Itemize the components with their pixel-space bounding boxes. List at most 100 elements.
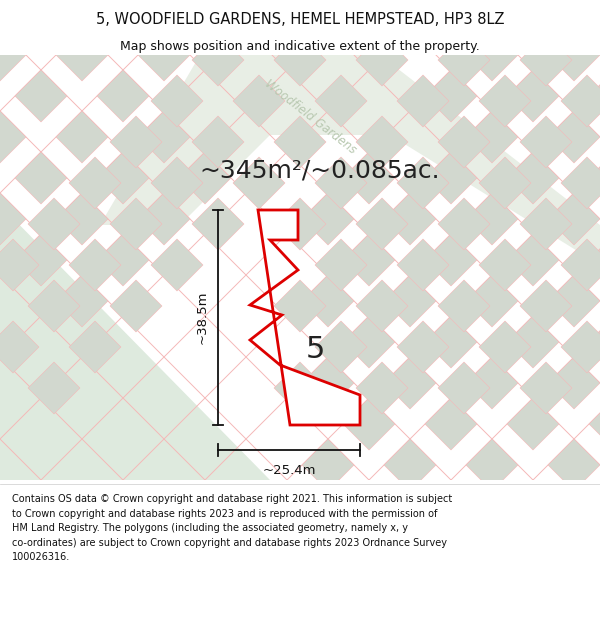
Polygon shape xyxy=(425,480,477,532)
Polygon shape xyxy=(438,280,490,332)
Polygon shape xyxy=(438,34,490,86)
Polygon shape xyxy=(356,280,408,332)
Polygon shape xyxy=(397,0,449,45)
Polygon shape xyxy=(274,280,326,332)
Polygon shape xyxy=(0,29,26,81)
Polygon shape xyxy=(384,357,436,409)
Polygon shape xyxy=(233,157,285,209)
Polygon shape xyxy=(151,75,203,127)
Polygon shape xyxy=(110,116,162,168)
Polygon shape xyxy=(0,205,270,480)
Polygon shape xyxy=(315,321,367,373)
Polygon shape xyxy=(425,152,477,204)
Polygon shape xyxy=(438,198,490,250)
Polygon shape xyxy=(343,152,395,204)
Polygon shape xyxy=(438,116,490,168)
Polygon shape xyxy=(315,239,367,291)
Polygon shape xyxy=(520,116,572,168)
Polygon shape xyxy=(302,193,354,245)
Polygon shape xyxy=(274,198,326,250)
Polygon shape xyxy=(151,239,203,291)
Polygon shape xyxy=(192,198,244,250)
Polygon shape xyxy=(110,280,162,332)
Polygon shape xyxy=(274,34,326,86)
Polygon shape xyxy=(315,157,367,209)
Polygon shape xyxy=(56,29,108,81)
Text: Contains OS data © Crown copyright and database right 2021. This information is : Contains OS data © Crown copyright and d… xyxy=(12,494,452,562)
Polygon shape xyxy=(466,357,518,409)
Polygon shape xyxy=(507,152,559,204)
Polygon shape xyxy=(97,152,149,204)
Polygon shape xyxy=(425,234,477,286)
Polygon shape xyxy=(425,316,477,368)
Polygon shape xyxy=(192,34,244,86)
Polygon shape xyxy=(397,239,449,291)
Polygon shape xyxy=(110,198,162,250)
Polygon shape xyxy=(589,70,600,122)
Polygon shape xyxy=(356,198,408,250)
Polygon shape xyxy=(589,480,600,532)
Polygon shape xyxy=(28,198,80,250)
Polygon shape xyxy=(507,398,559,450)
Polygon shape xyxy=(250,210,360,425)
Polygon shape xyxy=(589,234,600,286)
Polygon shape xyxy=(343,316,395,368)
Polygon shape xyxy=(425,398,477,450)
Polygon shape xyxy=(100,55,600,265)
Polygon shape xyxy=(479,0,531,45)
Polygon shape xyxy=(28,280,80,332)
Polygon shape xyxy=(397,321,449,373)
Polygon shape xyxy=(233,0,285,45)
Polygon shape xyxy=(302,275,354,327)
Polygon shape xyxy=(520,198,572,250)
Polygon shape xyxy=(179,152,231,204)
Polygon shape xyxy=(561,75,600,127)
Polygon shape xyxy=(548,29,600,81)
Polygon shape xyxy=(315,0,367,45)
Polygon shape xyxy=(97,70,149,122)
Text: Map shows position and indicative extent of the property.: Map shows position and indicative extent… xyxy=(120,39,480,52)
Polygon shape xyxy=(356,116,408,168)
Polygon shape xyxy=(548,275,600,327)
Polygon shape xyxy=(384,275,436,327)
Polygon shape xyxy=(233,75,285,127)
Polygon shape xyxy=(274,116,326,168)
Polygon shape xyxy=(425,70,477,122)
Polygon shape xyxy=(561,321,600,373)
Polygon shape xyxy=(192,116,244,168)
Polygon shape xyxy=(56,111,108,163)
Polygon shape xyxy=(302,439,354,491)
Polygon shape xyxy=(343,480,395,532)
Polygon shape xyxy=(138,29,190,81)
Polygon shape xyxy=(425,0,477,40)
Polygon shape xyxy=(15,234,67,286)
Text: ~25.4m: ~25.4m xyxy=(262,464,316,477)
Polygon shape xyxy=(507,480,559,532)
Polygon shape xyxy=(343,234,395,286)
Polygon shape xyxy=(397,75,449,127)
Text: ~38.5m: ~38.5m xyxy=(196,291,209,344)
Polygon shape xyxy=(15,0,67,40)
Polygon shape xyxy=(561,157,600,209)
Polygon shape xyxy=(589,316,600,368)
Polygon shape xyxy=(479,75,531,127)
Polygon shape xyxy=(28,362,80,414)
Polygon shape xyxy=(548,193,600,245)
Polygon shape xyxy=(0,193,26,245)
Polygon shape xyxy=(138,111,190,163)
Polygon shape xyxy=(56,193,108,245)
Polygon shape xyxy=(507,70,559,122)
Polygon shape xyxy=(274,362,326,414)
Polygon shape xyxy=(479,239,531,291)
Text: Woodfield Gardens: Woodfield Gardens xyxy=(262,78,358,157)
Polygon shape xyxy=(302,357,354,409)
Polygon shape xyxy=(151,157,203,209)
Text: 5: 5 xyxy=(305,336,325,364)
Polygon shape xyxy=(69,157,121,209)
Polygon shape xyxy=(69,321,121,373)
Polygon shape xyxy=(466,111,518,163)
Polygon shape xyxy=(56,275,108,327)
Polygon shape xyxy=(466,439,518,491)
Polygon shape xyxy=(589,398,600,450)
Polygon shape xyxy=(384,439,436,491)
